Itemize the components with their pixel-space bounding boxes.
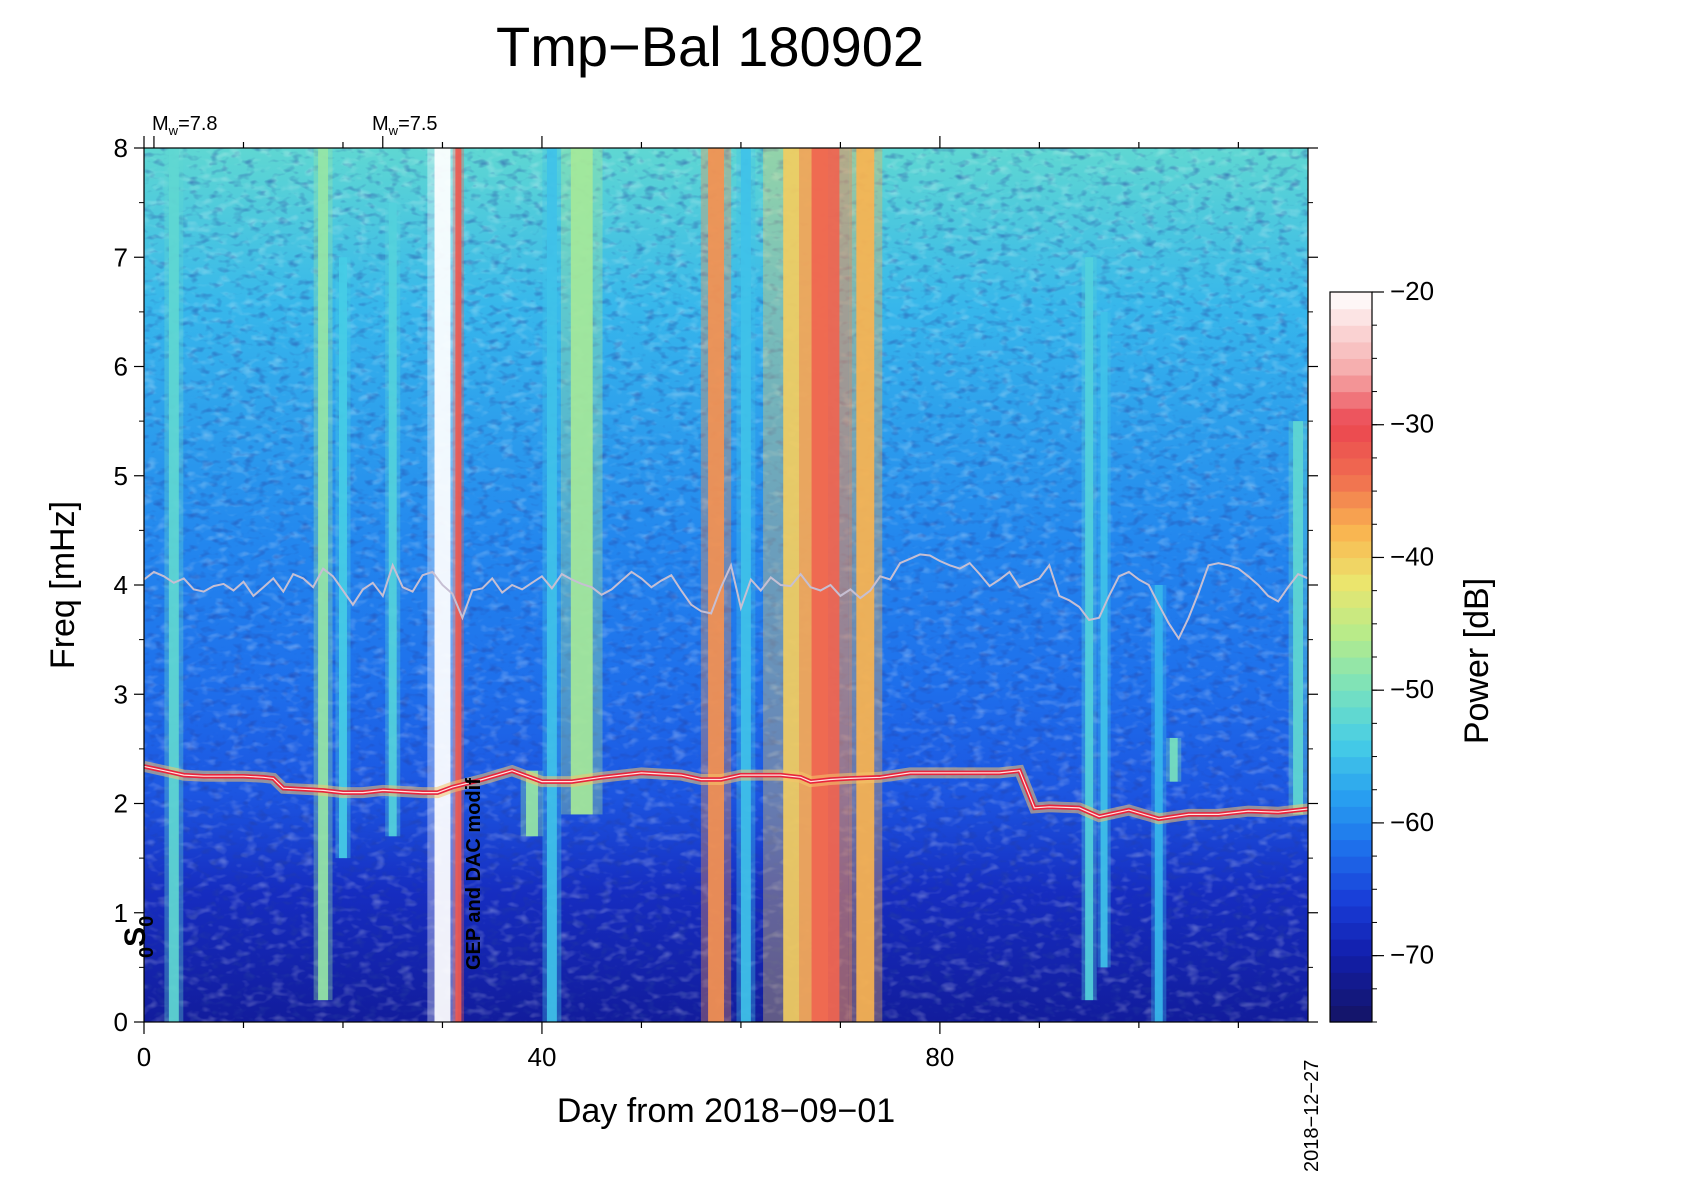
colorbar-swatch: [1330, 341, 1372, 359]
colorbar-swatch: [1330, 822, 1372, 841]
strip: [168, 148, 179, 1022]
colorbar-swatch: [1330, 939, 1372, 957]
y-tick-label: 8: [114, 133, 128, 163]
y-axis-label: Freq [mHz]: [44, 501, 82, 669]
chart-title: Tmp−Bal 180902: [496, 15, 925, 78]
colorbar-swatch: [1330, 706, 1372, 724]
colorbar-swatch: [1330, 623, 1372, 642]
colorbar-label: Power [dB]: [1458, 578, 1496, 744]
strip: [1100, 311, 1108, 968]
colorbar-swatch: [1330, 905, 1372, 924]
colorbar-tick-label: −50: [1390, 674, 1434, 704]
strip: [546, 148, 557, 1022]
event-label-1: Mw=7.8: [152, 113, 218, 138]
y-tick-label: 6: [114, 352, 128, 382]
colorbar-swatch: [1330, 441, 1372, 459]
colorbar-swatch: [1330, 839, 1372, 857]
x-tick-label: 0: [137, 1042, 151, 1072]
strip: [1085, 257, 1094, 1001]
colorbar-swatch: [1330, 739, 1372, 758]
colorbar-swatch: [1330, 391, 1372, 409]
series-lines: [144, 553, 1308, 825]
colorbar-tick-label: −20: [1390, 276, 1434, 306]
colorbar-swatch: [1330, 557, 1372, 575]
colorbar-swatch: [1330, 590, 1372, 608]
strip: [388, 202, 397, 837]
strip: [811, 148, 840, 1022]
x-tick-label: 40: [527, 1042, 556, 1072]
strip: [318, 148, 329, 1001]
strip: [740, 148, 751, 1022]
spectral-strips: [164, 148, 1308, 1022]
strip: [856, 148, 875, 1022]
x-tick-label: 80: [925, 1042, 954, 1072]
strip: [708, 148, 725, 1022]
colorbar-swatch: [1330, 308, 1372, 326]
colorbar-tick-label: −70: [1390, 940, 1434, 970]
strip: [1169, 737, 1178, 782]
colorbar-swatch: [1330, 457, 1372, 476]
colorbar-swatch: [1330, 524, 1372, 542]
colorbar-tick-label: −30: [1390, 409, 1434, 439]
colorbar-tick-label: −40: [1390, 541, 1434, 571]
y-tick-label: 5: [114, 461, 128, 491]
colorbar-swatch: [1330, 889, 1372, 907]
strip: [455, 148, 462, 1022]
colorbar-swatch: [1330, 988, 1372, 1007]
red-band-core: [144, 765, 1308, 820]
x-end-date-label: 2018−12−27: [1301, 1060, 1323, 1172]
y-tick-label: 0: [114, 1007, 128, 1037]
y-tick-label: 7: [114, 242, 128, 272]
strip: [526, 770, 538, 837]
colorbar-swatch: [1330, 325, 1372, 343]
colorbar-swatch: [1330, 806, 1372, 824]
colorbar-tick-label: −60: [1390, 807, 1434, 837]
strip: [1293, 421, 1304, 815]
colorbar-swatch: [1330, 673, 1372, 691]
colorbar: −20 −30 −40 −50 −60 −70: [1329, 276, 1434, 1023]
colorbar-swatch: [1330, 607, 1372, 625]
y-tick-label: 2: [114, 789, 128, 819]
noise-curve-line: [144, 553, 1308, 641]
strip: [570, 148, 593, 815]
event-label-2: Mw=7.5: [372, 113, 438, 138]
colorbar-swatch: [1330, 922, 1372, 940]
colorbar-swatch: [1330, 657, 1372, 675]
strip: [338, 257, 347, 859]
colorbar-swatch: [1330, 374, 1372, 393]
y-tick-label: 3: [114, 679, 128, 709]
x-axis-label: Day from 2018−09−01: [557, 1092, 895, 1130]
colorbar-swatch: [1330, 773, 1372, 791]
colorbar-swatch: [1330, 640, 1372, 658]
colorbar-swatch: [1330, 756, 1372, 774]
note-annotation: GEP and DAC modif: [463, 778, 485, 970]
colorbar-swatch: [1330, 789, 1372, 807]
colorbar-swatch: [1330, 690, 1372, 708]
colorbar-swatch: [1330, 507, 1372, 525]
y-tick-label: 1: [114, 898, 128, 928]
colorbar-swatch: [1330, 292, 1372, 310]
colorbar-swatch: [1330, 408, 1372, 426]
colorbar-swatch: [1330, 1005, 1372, 1023]
colorbar-swatch: [1330, 540, 1372, 559]
strip: [1154, 585, 1163, 1022]
mode-annotation: 0S0: [119, 916, 158, 958]
colorbar-swatch: [1330, 723, 1372, 741]
colorbar-swatch: [1330, 972, 1372, 990]
colorbar-swatch: [1330, 474, 1372, 492]
colorbar-swatch: [1330, 856, 1372, 874]
colorbar-swatch: [1330, 491, 1372, 509]
y-tick-label: 4: [114, 570, 128, 600]
colorbar-swatch: [1330, 574, 1372, 592]
colorbar-swatch: [1330, 424, 1372, 442]
colorbar-swatch: [1330, 872, 1372, 890]
colorbar-swatch: [1330, 955, 1372, 973]
colorbar-swatch: [1330, 358, 1372, 376]
